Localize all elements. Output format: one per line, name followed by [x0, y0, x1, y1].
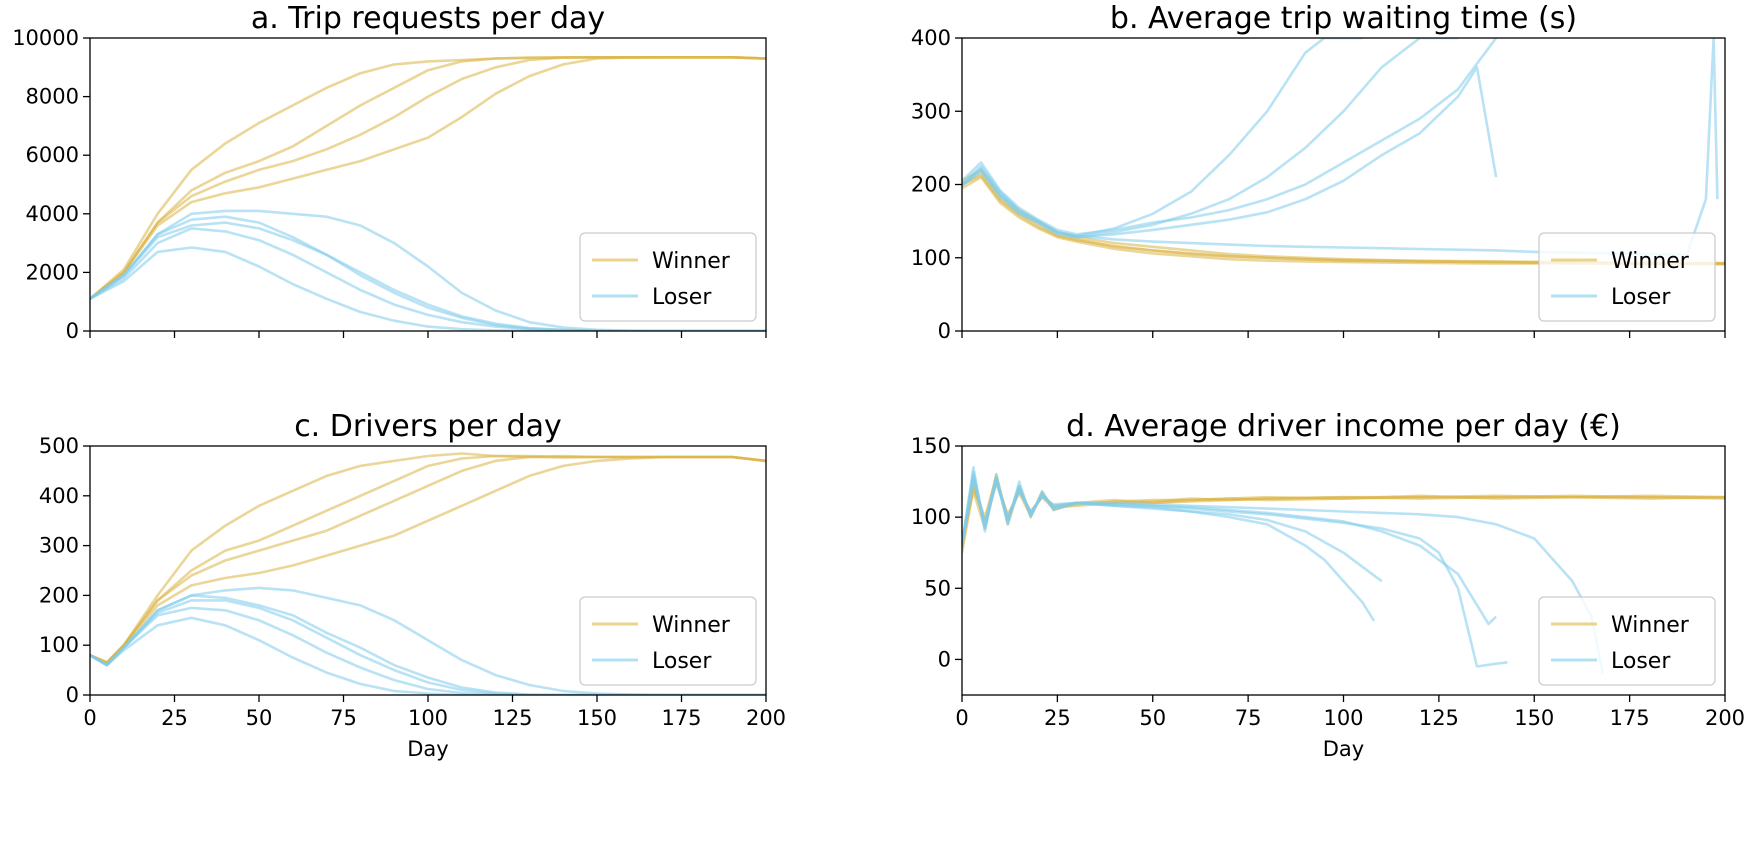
x-tick-label: 0 — [83, 706, 96, 730]
series-line-loser-9 — [90, 616, 766, 695]
x-tick-label: 75 — [1235, 706, 1262, 730]
series-line-loser-6 — [90, 215, 766, 331]
legend: Winner Loser — [579, 596, 757, 686]
series-line-winner-3 — [962, 478, 1725, 539]
series-line-winner-2 — [962, 475, 1725, 553]
y-tick-label: 0 — [66, 319, 79, 343]
panel-a: a. Trip requests per day 0 2000 4000 6000 800… — [12, 1, 767, 343]
x-tick-label: 150 — [1514, 706, 1554, 730]
y-tick-label: 8000 — [26, 85, 79, 109]
panel-title: d. Average driver income per day (€) — [1066, 409, 1621, 444]
x-axis-label: Day — [407, 737, 448, 761]
series-line-loser-7 — [90, 599, 766, 695]
y-tick-label: 10000 — [12, 26, 79, 50]
series-line-loser-8 — [90, 227, 766, 331]
legend-label-loser: Loser — [1611, 649, 1671, 674]
y-tick-label: 0 — [66, 683, 79, 707]
panel-d: d. Average driver income per day (€) 0 50 1… — [911, 409, 1745, 761]
legend-box — [1538, 596, 1716, 686]
series-line-winner-1 — [962, 473, 1725, 546]
legend-box — [1538, 232, 1716, 322]
legend: Winner Loser — [1538, 232, 1716, 322]
series-line-loser-6 — [962, 38, 1458, 239]
x-tick-label: 50 — [1139, 706, 1166, 730]
y-tick-label: 100 — [911, 246, 951, 270]
y-tick-label: 300 — [911, 99, 951, 123]
series-line-loser-7 — [962, 470, 1497, 626]
y-tick-label: 200 — [911, 173, 951, 197]
y-tick-label: 400 — [911, 26, 951, 50]
x-tick-label: 125 — [1419, 706, 1459, 730]
y-tick-label: 50 — [924, 576, 951, 600]
series-line-winner-3 — [962, 175, 1725, 266]
legend-label-loser: Loser — [652, 285, 712, 310]
series-group — [90, 452, 766, 695]
y-tick-label: 400 — [39, 484, 79, 508]
series-group — [90, 55, 766, 331]
series-line-loser-8 — [962, 475, 1508, 668]
legend-box — [579, 596, 757, 686]
x-tick-label: 75 — [330, 706, 357, 730]
x-axis-label: Day — [1323, 737, 1364, 761]
y-tick-label: 6000 — [26, 143, 79, 167]
x-tick-label: 100 — [1323, 706, 1363, 730]
x-tick-label: 0 — [955, 706, 968, 730]
series-line-loser-9 — [90, 246, 766, 331]
x-tick-label: 175 — [661, 706, 701, 730]
series-line-loser-8 — [962, 66, 1498, 239]
panel-c: c. Drivers per day 0 100 200 300 400 500 0 25 50 7… — [39, 409, 786, 761]
y-tick-label: 0 — [938, 647, 951, 671]
series-line-loser-5 — [962, 38, 1363, 238]
series-line-loser-6 — [90, 594, 766, 695]
series-line-loser-5 — [962, 465, 1376, 622]
legend-label-winner: Winner — [652, 249, 731, 274]
series-line-loser-7 — [90, 221, 766, 331]
x-tick-label: 125 — [492, 706, 532, 730]
legend-label-loser: Loser — [652, 649, 712, 674]
panel-b: b. Average trip waiting time (s) 0 100 200 3… — [911, 1, 1726, 343]
legend-label-winner: Winner — [652, 613, 731, 638]
x-tick-label: 200 — [1705, 706, 1745, 730]
y-tick-label: 150 — [911, 434, 951, 458]
y-tick-label: 200 — [39, 583, 79, 607]
series-group — [962, 465, 1725, 674]
x-tick-label: 150 — [577, 706, 617, 730]
series-line-loser-9 — [962, 38, 1719, 257]
x-tick-label: 25 — [161, 706, 188, 730]
y-tick-label: 0 — [938, 319, 951, 343]
legend-label-loser: Loser — [1611, 285, 1671, 310]
series-line-loser-7 — [962, 38, 1498, 236]
y-tick-label: 100 — [39, 633, 79, 657]
legend: Winner Loser — [579, 232, 757, 322]
series-line-winner-4 — [90, 55, 766, 300]
y-tick-label: 500 — [39, 434, 79, 458]
x-tick-label: 100 — [408, 706, 448, 730]
y-tick-label: 100 — [911, 505, 951, 529]
y-tick-label: 2000 — [26, 260, 79, 284]
series-line-loser-6 — [962, 473, 1383, 583]
panel-title: c. Drivers per day — [294, 409, 562, 444]
series-line-winner-4 — [962, 174, 1725, 265]
legend-label-winner: Winner — [1611, 249, 1690, 274]
y-tick-label: 300 — [39, 534, 79, 558]
y-tick-label: 4000 — [26, 202, 79, 226]
series-line-winner-4 — [962, 481, 1725, 549]
x-tick-label: 50 — [246, 706, 273, 730]
panel-title: b. Average trip waiting time (s) — [1110, 1, 1577, 36]
x-tick-label: 200 — [746, 706, 786, 730]
legend-box — [579, 232, 757, 322]
legend: Winner Loser — [1538, 596, 1716, 686]
panel-title: a. Trip requests per day — [251, 1, 605, 36]
series-line-loser-8 — [90, 606, 766, 695]
series-line-winner-4 — [90, 455, 766, 664]
series-group — [962, 38, 1725, 266]
legend-label-winner: Winner — [1611, 613, 1690, 638]
x-tick-label: 25 — [1044, 706, 1071, 730]
x-tick-label: 175 — [1610, 706, 1650, 730]
series-line-loser-9 — [962, 478, 1605, 674]
